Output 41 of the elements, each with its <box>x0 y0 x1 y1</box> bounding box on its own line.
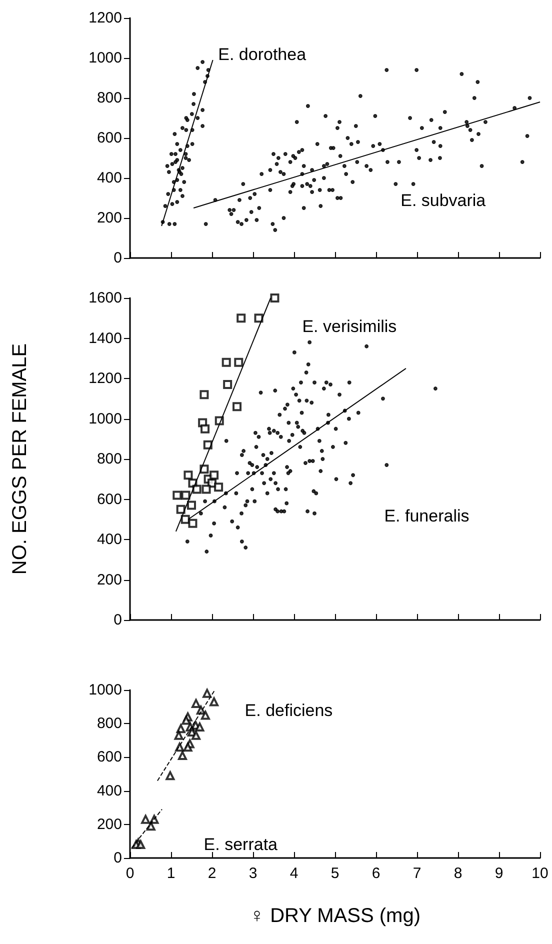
y-tick-label: 1400 <box>88 330 122 347</box>
x-tick-label: 3 <box>248 865 258 882</box>
y-tick-label: 800 <box>96 90 122 106</box>
y-tick-label: 400 <box>96 170 122 186</box>
y-tick-label: 0 <box>114 850 122 866</box>
x-tick-label: 5 <box>330 865 340 882</box>
y-tick-label: 1000 <box>88 50 122 66</box>
x-tick-label: 0 <box>126 865 134 882</box>
x-tick-label: 9 <box>494 865 504 882</box>
x-tick-label: 10 <box>532 865 548 882</box>
x-tick-label: 4 <box>290 865 298 882</box>
y-axis-title: NO. EGGS PER FEMALE <box>9 343 31 575</box>
y-tick-label: 200 <box>96 571 122 588</box>
text: E. funeralis <box>384 506 470 526</box>
y-tick-label: 1000 <box>88 410 122 428</box>
series-label: E. dorothea <box>218 45 307 64</box>
y-tick-label: 400 <box>96 531 122 548</box>
y-tick-label: 600 <box>96 130 122 146</box>
y-tick-label: 1200 <box>88 370 122 387</box>
y-tick-label: 800 <box>96 450 122 468</box>
y-tick-label: 1000 <box>88 682 122 698</box>
x-axis-title: ♀ DRY MASS (mg) <box>250 905 420 927</box>
x-tick-label: 1 <box>166 865 176 882</box>
series-label: E. verisimilis <box>302 317 397 336</box>
y-tick-label: 200 <box>96 816 122 833</box>
y-tick-label: 0 <box>114 612 122 628</box>
y-tick-label: 200 <box>96 210 122 226</box>
y-tick-label: 1600 <box>88 290 122 306</box>
y-tick-label: 1200 <box>88 10 122 26</box>
series-label: E. subvaria <box>400 191 486 210</box>
text: E. serrata <box>204 835 278 854</box>
y-tick-label: 0 <box>114 250 122 266</box>
series-label: E. deficiens <box>244 700 333 720</box>
y-tick-label: 600 <box>96 490 122 508</box>
x-tick-label: 8 <box>454 865 462 882</box>
y-tick-label: 400 <box>96 782 122 800</box>
y-tick-label: 800 <box>96 715 122 732</box>
x-tick-label: 2 <box>208 865 216 882</box>
y-tick-label: 600 <box>96 748 122 766</box>
x-tick-label: 6 <box>372 865 380 882</box>
x-tick-label: 7 <box>412 865 422 882</box>
